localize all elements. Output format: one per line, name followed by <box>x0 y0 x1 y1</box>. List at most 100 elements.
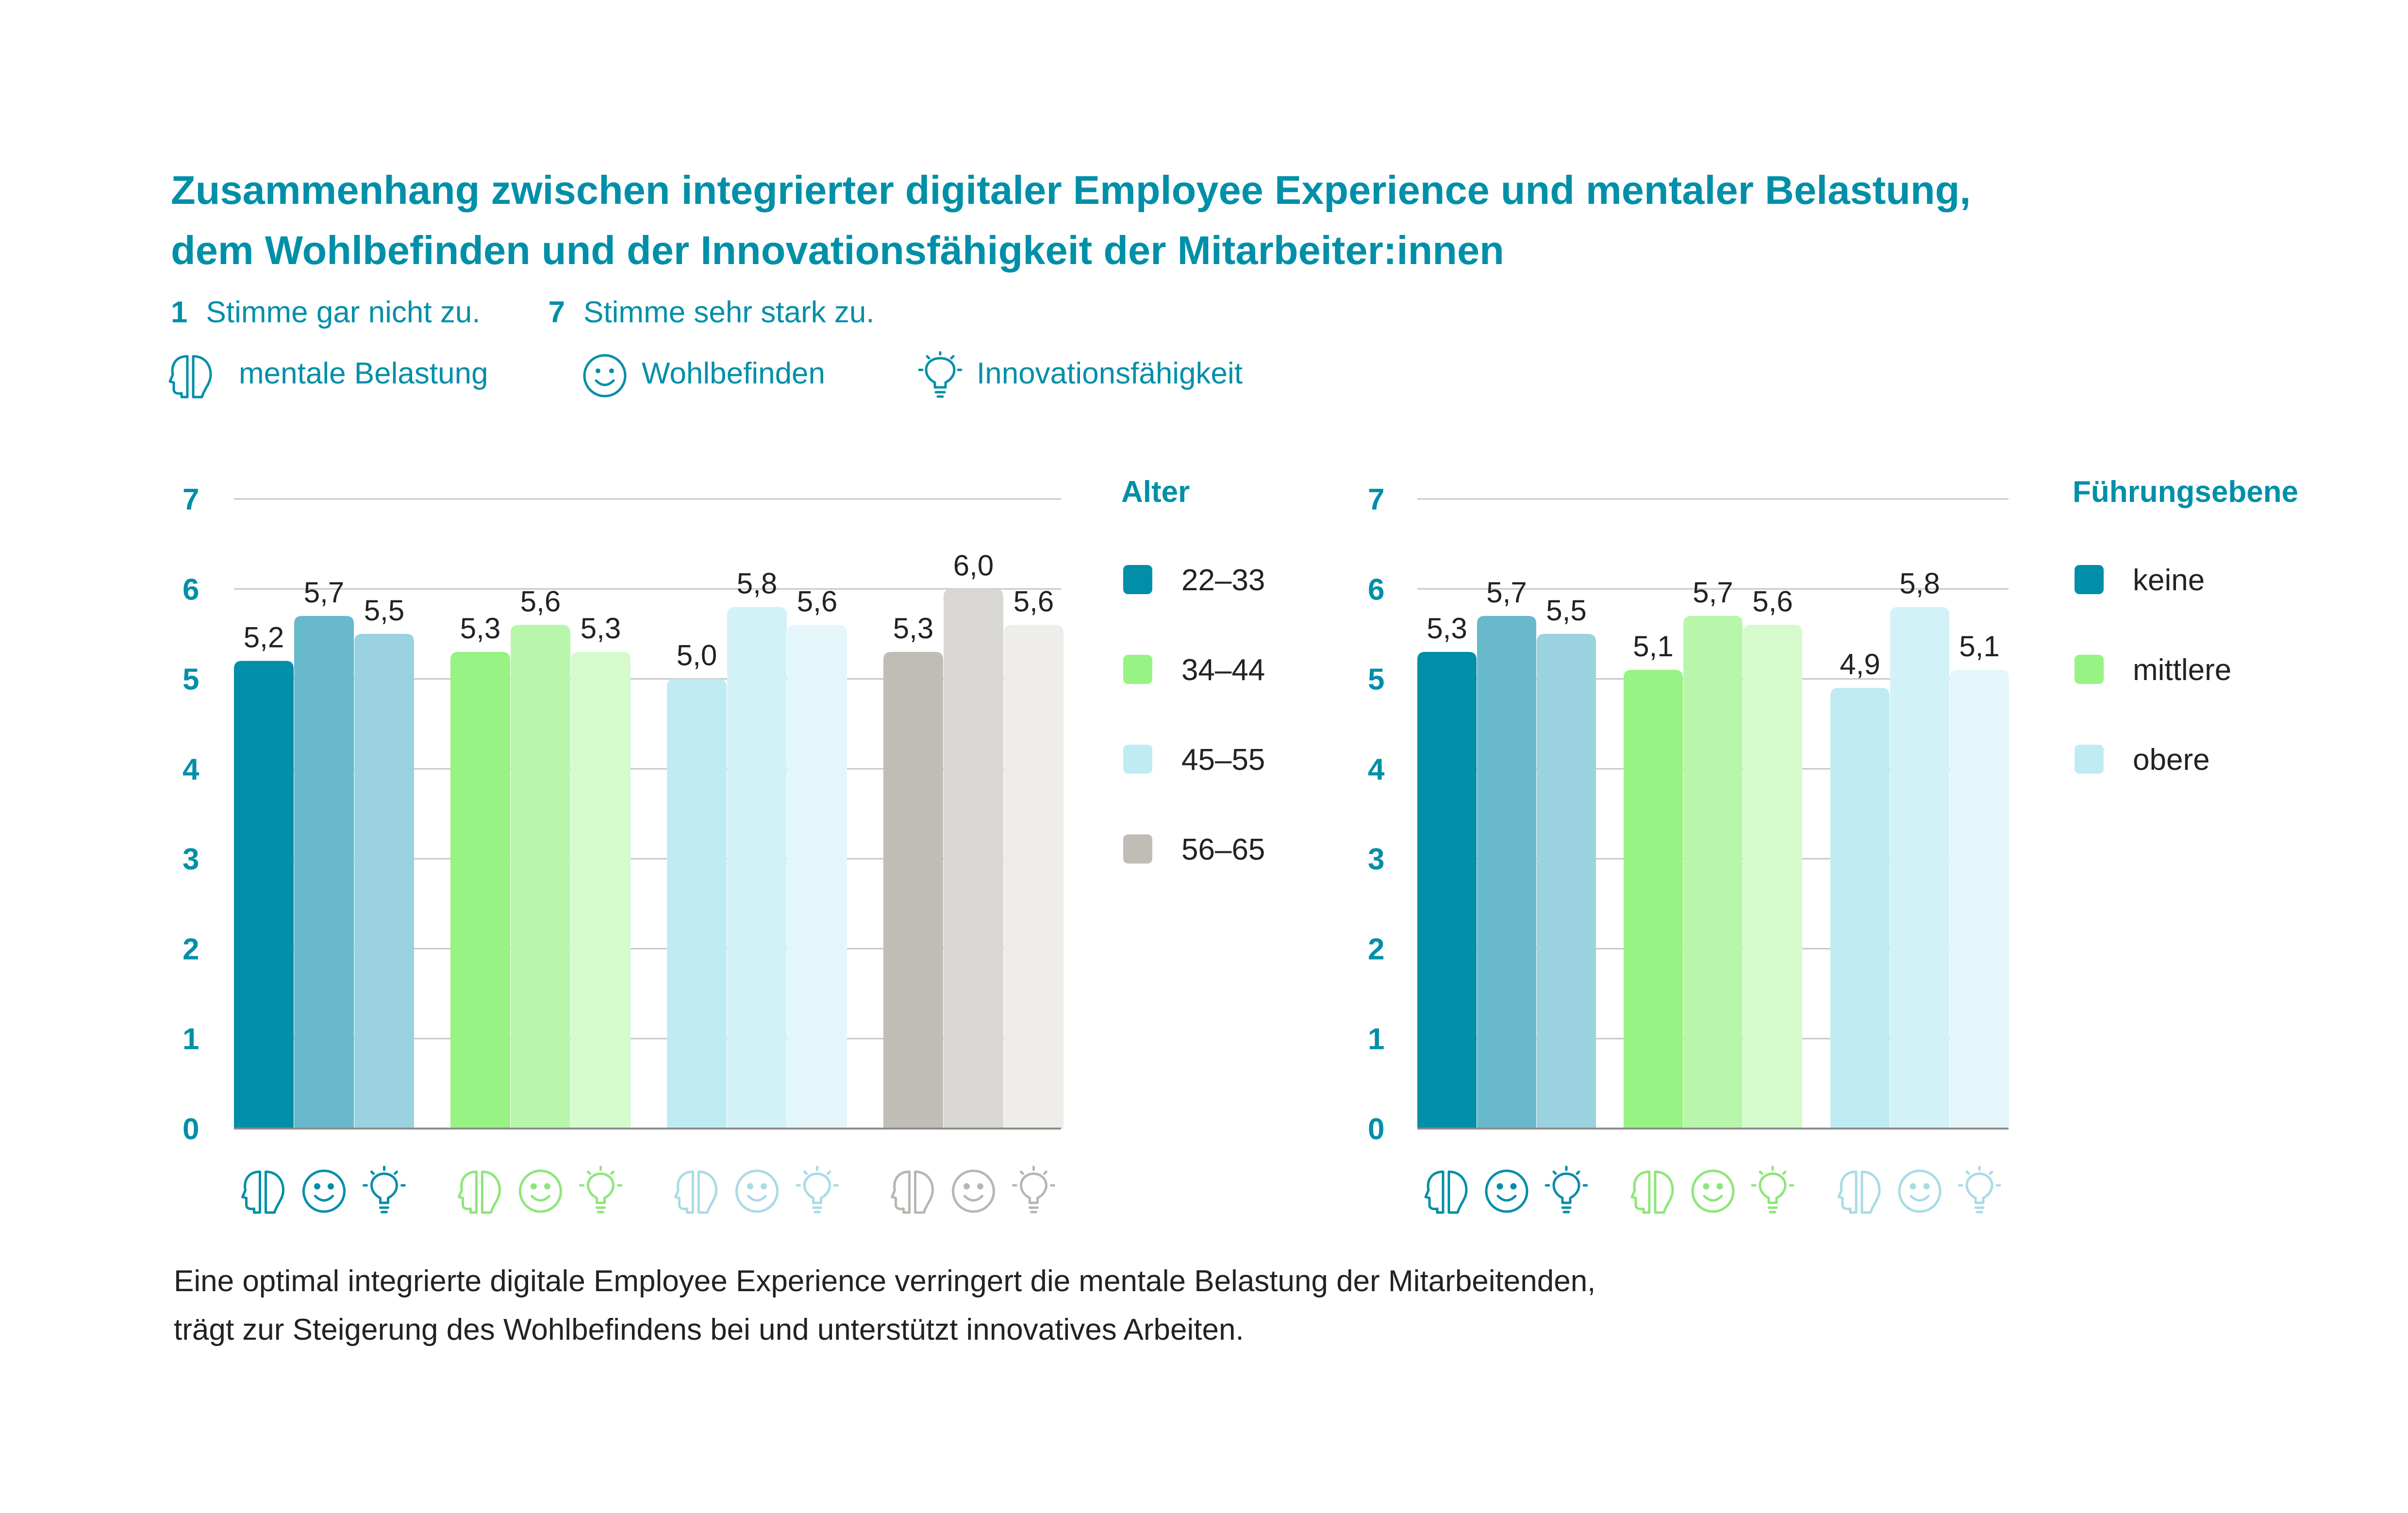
smiley-eye <box>963 1183 970 1190</box>
y-tick-label: 7 <box>1368 483 1384 516</box>
bar-value-label: 5,6 <box>1013 585 1054 617</box>
lightbulb-icon <box>918 351 963 398</box>
bar <box>294 615 354 1129</box>
bar-group-34-44: 5,3 5,6 5,3 <box>450 585 631 1214</box>
scale-min-value: 1 <box>171 296 188 329</box>
bar-group-56-65: 5,3 6,0 5,6 <box>883 549 1063 1214</box>
brain-right-path <box>914 1170 934 1214</box>
smiley-icon <box>1691 1169 1735 1213</box>
brain-right-path <box>1447 1170 1468 1214</box>
smiley-icon <box>302 1169 346 1213</box>
y-tick-label: 1 <box>183 1023 199 1056</box>
bar <box>571 651 631 1129</box>
brain-right-path <box>481 1170 501 1214</box>
bar <box>1417 651 1477 1129</box>
y-tick-label: 0 <box>1368 1113 1384 1146</box>
bulb-base <box>379 1206 389 1214</box>
legend-swatch <box>1123 565 1152 594</box>
y-tick-label: 6 <box>1368 573 1384 606</box>
bar-value-label: 5,2 <box>244 621 284 654</box>
brain-icon <box>241 1170 284 1214</box>
bulb-base <box>1561 1206 1572 1214</box>
chart-title: Zusammenhang zwischen integrierter digit… <box>171 160 2258 281</box>
bulb-rays <box>796 1165 839 1187</box>
bar <box>354 633 414 1129</box>
bar-group-45-55: 5,0 5,8 5,6 <box>667 567 847 1214</box>
y-tick-label: 2 <box>183 932 199 966</box>
brain-right-path <box>1654 1170 1674 1214</box>
y-tick-label: 3 <box>1368 843 1384 876</box>
smiley-face <box>1691 1169 1735 1213</box>
lightbulb-icon <box>1012 1165 1055 1214</box>
y-tick-label: 0 <box>183 1113 199 1146</box>
smiley-eye <box>328 1183 334 1190</box>
title-line-2: dem Wohlbefinden und der Innovationsfähi… <box>171 228 1504 273</box>
brain-icon <box>1630 1170 1674 1214</box>
bar-value-label: 5,5 <box>1546 594 1586 627</box>
smiley-mouth <box>1910 1195 1930 1202</box>
bar <box>944 589 1003 1129</box>
chart-footnote: Eine optimal integrierte digitale Employ… <box>174 1257 2261 1354</box>
brain-right-path <box>265 1170 284 1214</box>
bar-value-label: 5,6 <box>1752 585 1793 617</box>
bar <box>450 651 510 1129</box>
scale-max-label: Stimme sehr stark zu. <box>583 296 875 329</box>
brain-left-path <box>1630 1170 1651 1214</box>
bulb-rays <box>1544 1165 1588 1187</box>
legend-swatch <box>1123 655 1152 684</box>
brain-right-path <box>697 1170 717 1214</box>
bar-value-label: 5,3 <box>893 612 933 645</box>
bar-value-label: 5,6 <box>520 585 561 617</box>
legend-title: Alter <box>1121 475 1190 509</box>
lightbulb-icon <box>1958 1165 2001 1214</box>
smiley-icon <box>952 1169 995 1213</box>
bar-value-label: 4,9 <box>1840 648 1880 681</box>
lightbulb-icon <box>1544 1165 1588 1214</box>
bar <box>1830 688 1890 1129</box>
y-tick-label: 5 <box>183 663 199 697</box>
smiley-face <box>302 1169 346 1213</box>
scale-legend: 1 Stimme gar nicht zu. 7 Stimme sehr stark … <box>171 294 875 331</box>
bulb-rays <box>363 1165 406 1187</box>
lightbulb-icon <box>796 1165 839 1214</box>
bar-value-label: 5,5 <box>364 594 404 627</box>
smiley-eye <box>1496 1183 1503 1190</box>
bar-value-label: 5,3 <box>460 612 500 645</box>
bulb-body <box>1965 1172 1993 1204</box>
bar <box>883 651 943 1129</box>
bar <box>1537 633 1596 1129</box>
brain-icon <box>1837 1170 1881 1214</box>
legend-swatch <box>2075 745 2104 774</box>
smiley-icon <box>735 1169 779 1213</box>
smiley-mouth <box>531 1195 550 1202</box>
bar-group-22-33: 5,2 5,7 5,5 <box>234 576 414 1214</box>
bar-group-obere: 4,9 5,8 5,1 <box>1830 567 2009 1214</box>
icon-legend-label-innovation: Innovationsfähigkeit <box>977 357 1243 390</box>
smiley-mouth <box>314 1195 334 1202</box>
lightbulb-icon <box>363 1165 406 1214</box>
bar <box>511 625 570 1129</box>
brain-icon <box>891 1170 934 1214</box>
smiley-eye <box>1510 1183 1517 1190</box>
brain-icon <box>1424 1170 1468 1214</box>
bar-value-label: 5,8 <box>737 567 777 599</box>
smiley-eye <box>1910 1183 1916 1190</box>
y-tick-label: 7 <box>183 483 199 516</box>
bar <box>1743 625 1802 1129</box>
bar <box>667 679 727 1129</box>
smiley-eye <box>1716 1183 1723 1190</box>
smiley-mouth <box>1496 1195 1517 1202</box>
bar-group-keine: 5,3 5,7 5,5 <box>1417 576 1596 1214</box>
bar-value-label: 5,8 <box>1899 567 1940 599</box>
smiley-eye <box>314 1183 320 1190</box>
brain-icon <box>458 1170 501 1214</box>
y-tick-label: 6 <box>183 573 199 606</box>
bar <box>1004 625 1063 1129</box>
smiley-face <box>735 1169 779 1213</box>
smiley-eye <box>761 1183 767 1190</box>
scale-min-label: Stimme gar nicht zu. <box>206 296 481 329</box>
smiley-icon <box>1485 1169 1528 1213</box>
bar-value-label: 5,7 <box>1693 576 1733 609</box>
smiley-face <box>1485 1169 1528 1213</box>
smiley-face <box>519 1169 562 1213</box>
